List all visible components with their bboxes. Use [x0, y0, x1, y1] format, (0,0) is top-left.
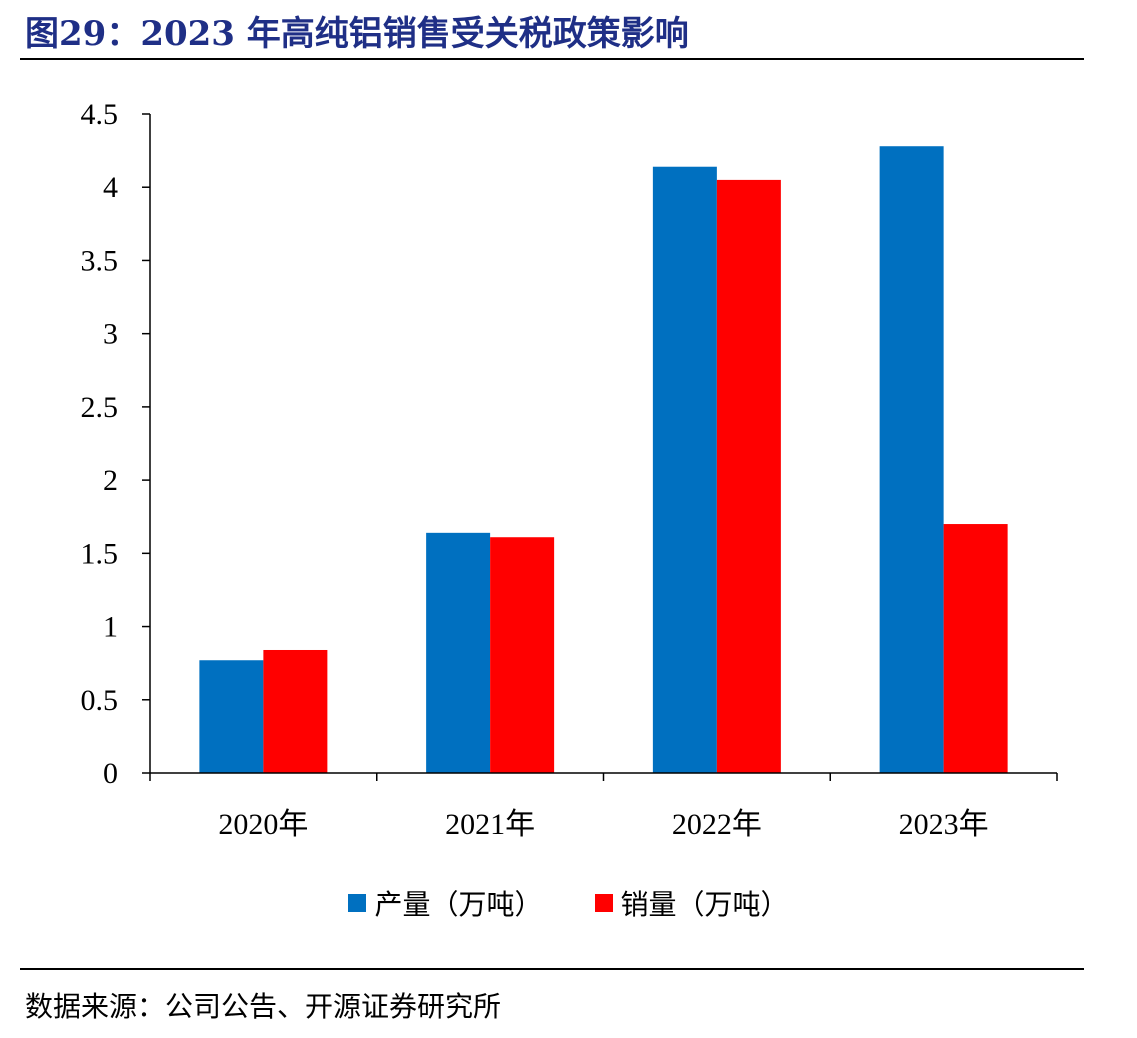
bar-sales-3	[943, 524, 1008, 773]
x-tick-label-3: 2023年	[899, 808, 989, 841]
data-source: 数据来源：公司公告、开源证券研究所	[25, 990, 502, 1023]
x-tick-label-2: 2022年	[672, 808, 762, 841]
legend-swatch-sales	[594, 894, 613, 912]
y-tick-label-8: 4	[103, 171, 118, 204]
bar-sales-2	[716, 179, 781, 773]
x-tick-label-0: 2020年	[218, 808, 308, 841]
x-tick-label-1: 2021年	[445, 808, 535, 841]
bar-chart: 0 0.5 1 1.5 2 2.5 3 3.5 4 4.5 2020年 2021年 2022年 2023年	[81, 98, 1058, 841]
y-tick-label-4: 2	[103, 464, 118, 497]
bar-production-2	[652, 166, 717, 774]
legend-item-production: 产量（万吨）	[348, 883, 543, 923]
y-tick-label-1: 0.5	[81, 684, 119, 717]
y-tick-label-9: 4.5	[81, 98, 119, 131]
top-divider	[20, 58, 1084, 60]
bar-production-1	[426, 532, 491, 773]
legend-label-production: 产量（万吨）	[374, 888, 543, 921]
y-tick-label-5: 2.5	[81, 391, 119, 424]
bar-production-3	[879, 146, 944, 773]
y-tick-label-0: 0	[103, 757, 118, 790]
y-tick-label-3: 1.5	[81, 537, 119, 570]
legend: 产量（万吨） 销量（万吨）	[0, 883, 1137, 923]
legend-swatch-production	[348, 894, 367, 912]
bar-sales-0	[263, 649, 328, 773]
bottom-divider	[20, 968, 1084, 970]
legend-label-sales: 销量（万吨）	[620, 888, 789, 921]
y-tick-label-2: 1	[103, 611, 118, 644]
legend-item-sales: 销量（万吨）	[594, 883, 789, 923]
y-tick-label-7: 3.5	[81, 244, 119, 277]
y-tick-label-6: 3	[103, 318, 118, 351]
bar-production-0	[199, 660, 264, 773]
bar-sales-1	[490, 537, 555, 773]
chart-title: 图29：2023 年高纯铝销售受关税政策影响	[25, 14, 689, 54]
